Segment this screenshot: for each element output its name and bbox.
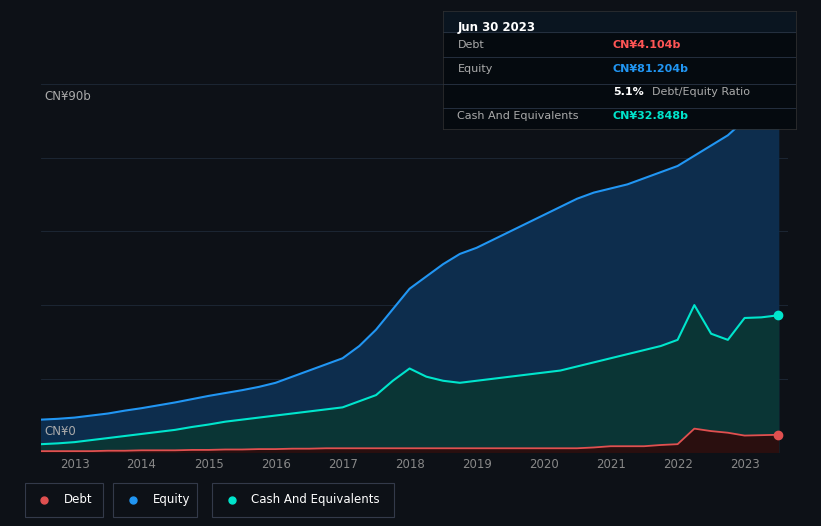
Text: Cash And Equivalents: Cash And Equivalents (251, 493, 380, 506)
Text: CN¥0: CN¥0 (45, 424, 76, 438)
FancyBboxPatch shape (25, 483, 103, 517)
FancyBboxPatch shape (212, 483, 394, 517)
Text: CN¥4.104b: CN¥4.104b (612, 40, 681, 50)
Text: 5.1%: 5.1% (612, 87, 644, 97)
FancyBboxPatch shape (113, 483, 197, 517)
Text: Debt/Equity Ratio: Debt/Equity Ratio (652, 87, 750, 97)
Text: Debt: Debt (64, 493, 93, 506)
Text: Debt: Debt (457, 40, 484, 50)
Text: Cash And Equivalents: Cash And Equivalents (457, 111, 579, 121)
Text: Jun 30 2023: Jun 30 2023 (457, 21, 535, 34)
Bar (443, 11, 796, 32)
Text: CN¥90b: CN¥90b (45, 90, 91, 103)
Text: CN¥81.204b: CN¥81.204b (612, 64, 689, 74)
Text: Equity: Equity (153, 493, 190, 506)
Text: Equity: Equity (457, 64, 493, 74)
Text: CN¥32.848b: CN¥32.848b (612, 111, 689, 121)
